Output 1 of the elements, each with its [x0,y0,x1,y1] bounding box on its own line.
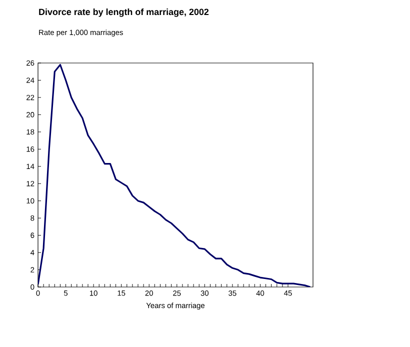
chart-title: Divorce rate by length of marriage, 2002 [39,8,209,17]
